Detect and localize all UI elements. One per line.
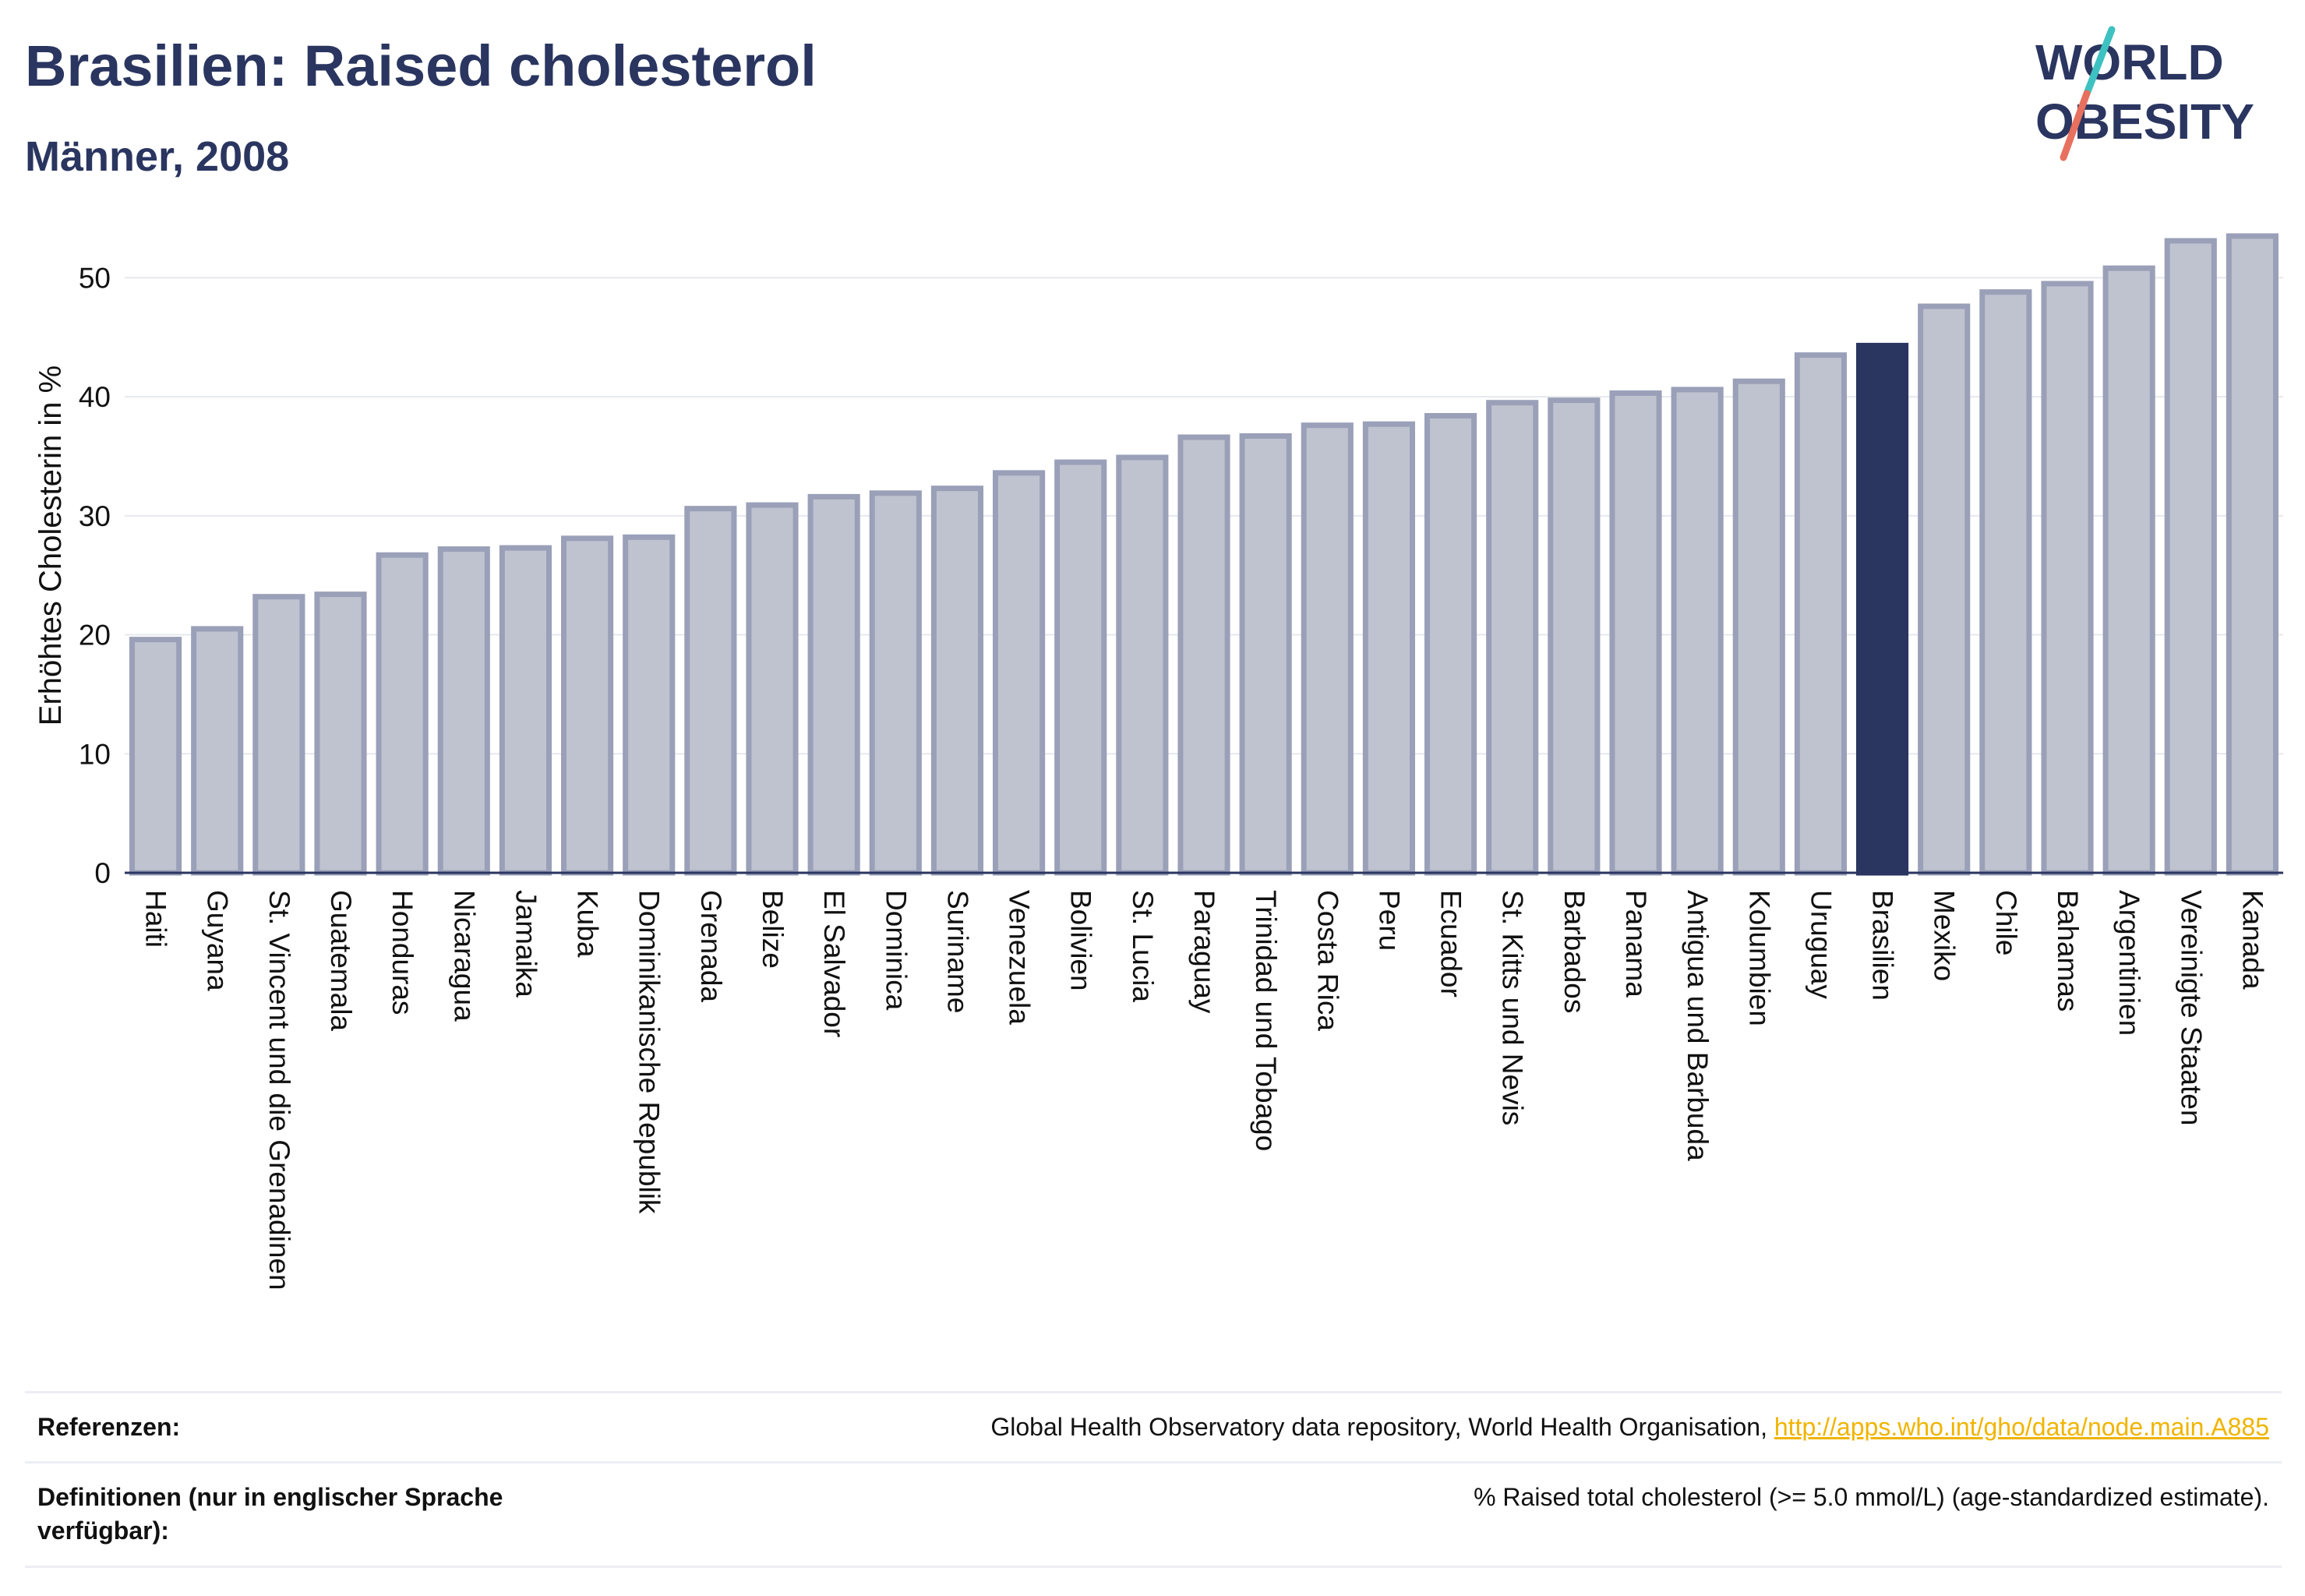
bar [1609, 390, 1662, 876]
x-category-label: Antigua und Barbuda [1682, 890, 1714, 1161]
x-category-label: Jamaika [510, 890, 542, 998]
bar [499, 545, 552, 876]
y-tick-label: 50 [79, 262, 111, 294]
bar [2164, 238, 2217, 876]
bar [807, 493, 860, 876]
x-category-label: Bolivien [1065, 890, 1097, 991]
bar [2041, 281, 2094, 876]
x-category-label: Honduras [387, 890, 418, 1015]
bar [1301, 422, 1354, 876]
x-category-label: Trinidad und Tobago [1250, 890, 1282, 1151]
bar [1671, 387, 1724, 876]
bar [252, 594, 305, 876]
y-tick-label: 0 [94, 857, 111, 889]
bar-chart: 0 10 20 30 40 50 Erhöhtes Cholesterin in % Hait… [34, 233, 2283, 1291]
bar [2102, 265, 2155, 876]
page-subtitle: Männer, 2008 [25, 133, 290, 180]
page-title: Brasilien: Raised cholesterol [25, 34, 817, 98]
x-category-label: Grenada [695, 890, 727, 1002]
bar [314, 591, 367, 876]
bar [129, 637, 182, 876]
definitions-label: Definitionen (nur in englischer Sprache … [37, 1483, 503, 1545]
references-text: Global Health Observatory data repositor… [990, 1413, 1774, 1441]
x-category-label: Guatemala [325, 890, 357, 1031]
x-category-label: Haiti [140, 890, 172, 948]
world-obesity-logo: WORLD OBESITY [2035, 26, 2254, 161]
bar [437, 546, 490, 876]
bar [2226, 233, 2279, 876]
x-category-label: St. Lucia [1127, 890, 1159, 1002]
x-category-label: El Salvador [818, 890, 850, 1037]
logo-line1: WORLD [2035, 34, 2224, 90]
x-category-label: St. Kitts und Nevis [1497, 890, 1529, 1125]
x-category-label: Peru [1373, 890, 1405, 951]
bar [869, 490, 922, 876]
bar [1239, 433, 1292, 876]
x-category-label: St. Vincent und die Grenadinen [263, 890, 295, 1291]
x-category-label: Nicaragua [448, 890, 480, 1022]
x-category-label: Kanada [2236, 890, 2268, 990]
y-axis-title: Erhöhtes Cholesterin in % [34, 365, 68, 726]
x-category-label: Belize [757, 890, 789, 969]
bar [1054, 459, 1107, 876]
bar [1794, 352, 1848, 876]
x-category-label: Dominikanische Republik [634, 890, 665, 1214]
x-category-label: Venezuela [1004, 890, 1036, 1025]
bar [1362, 421, 1416, 876]
bar [1855, 342, 1909, 876]
bar [930, 486, 984, 876]
x-category-label: Suriname [941, 890, 973, 1013]
y-tick-label: 20 [79, 620, 111, 651]
definitions-value: % Raised total cholesterol (>= 5.0 mmol/… [1474, 1483, 2269, 1512]
x-category-label: Chile [1990, 890, 2022, 955]
x-category-label: Costa Rica [1311, 890, 1343, 1031]
references-row: Referenzen: Global Health Observatory da… [25, 1391, 2282, 1461]
bar [1979, 289, 2032, 876]
bar [746, 502, 799, 876]
bar [1732, 378, 1785, 876]
x-category-label: Ecuador [1435, 890, 1467, 998]
x-category-label: Kolumbien [1743, 890, 1775, 1026]
x-category-label: Paraguay [1188, 890, 1220, 1014]
bar [1424, 413, 1477, 876]
x-category-label: Mexiko [1929, 890, 1961, 981]
x-category-label: Guyana [202, 890, 234, 991]
x-category-label: Barbados [1558, 890, 1590, 1013]
logo-slash-top [2083, 26, 2116, 97]
x-category-label: Brasilien [1867, 890, 1899, 1001]
footer: Referenzen: Global Health Observatory da… [25, 1391, 2282, 1568]
bar [992, 470, 1046, 876]
bar [1918, 303, 1971, 876]
x-category-label: Dominica [880, 890, 912, 1011]
bar [1177, 434, 1230, 876]
references-value: Global Health Observatory data repositor… [990, 1411, 2269, 1444]
definitions-row: Definitionen (nur in englischer Sprache … [25, 1461, 2282, 1568]
bar [684, 506, 737, 876]
bar [623, 534, 676, 876]
y-tick-label: 40 [79, 381, 111, 413]
bar [560, 535, 614, 876]
references-link[interactable]: http://apps.who.int/gho/data/node.main.A… [1774, 1413, 2269, 1441]
x-category-label: Kuba [572, 890, 604, 958]
x-category-label: Panama [1620, 890, 1652, 998]
references-label: Referenzen: [37, 1413, 181, 1441]
logo-slash-bottom [2060, 90, 2091, 161]
bar [1548, 397, 1601, 876]
bar [1486, 400, 1539, 876]
bar [376, 552, 429, 876]
x-category-label: Bahamas [2052, 890, 2084, 1012]
x-category-label: Vereinigte Staaten [2175, 890, 2207, 1125]
x-category-label: Argentinien [2113, 890, 2145, 1036]
x-category-label: Uruguay [1805, 890, 1837, 999]
bar [191, 626, 244, 876]
bar [1116, 454, 1169, 876]
y-tick-label: 10 [79, 738, 111, 770]
y-tick-label: 30 [79, 500, 111, 532]
